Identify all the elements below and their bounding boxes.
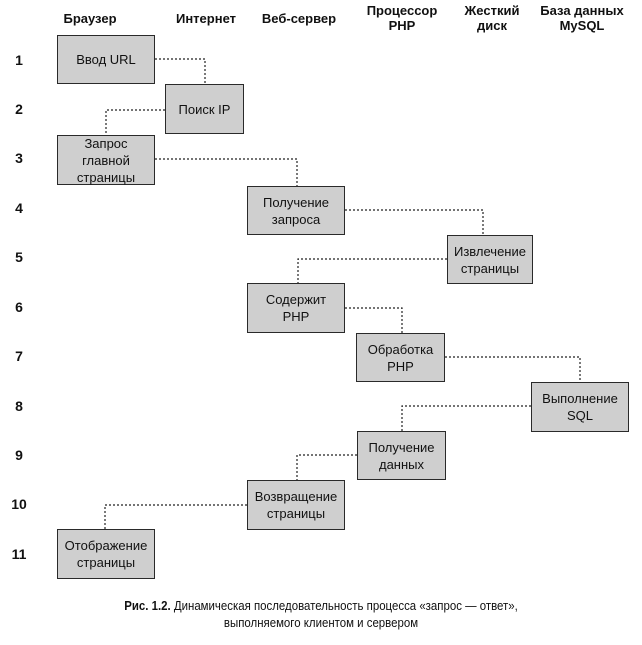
connector-5-6 xyxy=(297,258,447,283)
row-number: 8 xyxy=(15,398,23,414)
step-execute-sql: Выполнение SQL xyxy=(531,382,629,432)
step-contains-php: Содержит PHP xyxy=(247,283,345,333)
connector-9-10 xyxy=(296,454,357,480)
row-number: 5 xyxy=(15,249,23,265)
step-receive-data: Получение данных xyxy=(357,431,446,480)
row-number: 7 xyxy=(15,348,23,364)
column-header-hard-disk: Жесткий диск xyxy=(464,3,520,33)
column-header-php-processor: Процессор PHP xyxy=(366,3,438,33)
row-number: 11 xyxy=(11,546,27,562)
row-number: 2 xyxy=(15,101,23,117)
connector-4-5 xyxy=(345,209,484,235)
column-header-mysql: База данных MySQL xyxy=(540,3,624,33)
column-header-internet: Интернет xyxy=(175,11,236,26)
row-number: 1 xyxy=(15,52,23,68)
step-request-main-page: Запрос главной страницы xyxy=(57,135,155,185)
connector-2-3 xyxy=(105,109,165,135)
column-header-web-server: Веб-сервер xyxy=(261,11,337,26)
step-enter-url: Ввод URL xyxy=(57,35,155,84)
step-process-php: Обработка PHP xyxy=(356,333,445,382)
connector-10-11 xyxy=(104,504,247,529)
figure-caption: Рис. 1.2. Динамическая последовательност… xyxy=(39,597,604,631)
connector-8-9 xyxy=(401,405,531,431)
row-number: 9 xyxy=(15,447,23,463)
row-number: 3 xyxy=(15,150,23,166)
row-number: 4 xyxy=(15,200,23,216)
step-receive-request: Получение запроса xyxy=(247,186,345,235)
connector-7-8 xyxy=(445,356,581,382)
caption-line-1: Рис. 1.2. Динамическая последовательност… xyxy=(39,597,604,614)
connector-1-2 xyxy=(155,58,206,84)
step-lookup-ip: Поиск IP xyxy=(165,84,244,134)
connector-3-4 xyxy=(155,158,298,186)
caption-text-1: Динамическая последовательность процесса… xyxy=(173,598,518,613)
column-header-browser: Браузер xyxy=(63,11,117,26)
caption-label: Рис. 1.2. xyxy=(124,598,171,613)
row-number: 6 xyxy=(15,299,23,315)
step-fetch-page: Извлечение страницы xyxy=(447,235,533,284)
step-display-page: Отображение страницы xyxy=(57,529,155,579)
connector-6-7 xyxy=(345,307,403,333)
step-return-page: Возвращение страницы xyxy=(247,480,345,530)
row-number: 10 xyxy=(11,496,27,512)
caption-text-2: выполняемого клиентом и сервером xyxy=(223,615,419,630)
